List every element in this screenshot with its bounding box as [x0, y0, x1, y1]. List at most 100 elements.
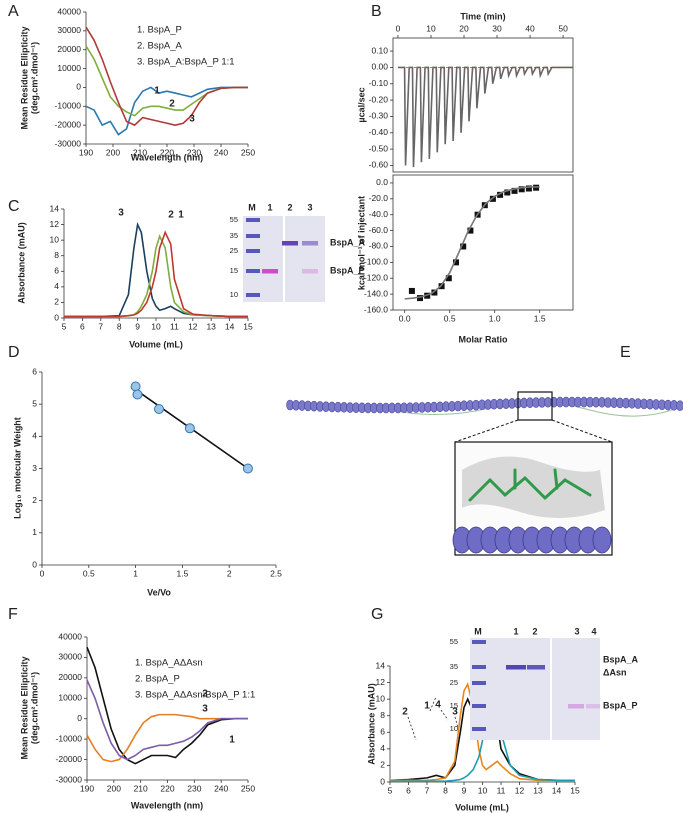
- y-tick-label: 2: [54, 297, 59, 307]
- y-tick-label: -20000: [55, 119, 82, 129]
- x-tick-label: 15: [243, 321, 253, 331]
- stick: [488, 478, 507, 497]
- legend-entry: 2. BspA_P: [135, 674, 180, 685]
- x-tick-label: 230: [187, 783, 201, 793]
- x-tick-label: 230: [187, 147, 201, 157]
- marker: [467, 227, 474, 234]
- legend-entry: 3. BspA_AΔAsn:BspA_P 1:1: [135, 690, 255, 701]
- y-tick-label: 10000: [57, 63, 81, 73]
- panel-letter: C: [8, 198, 20, 215]
- y-tick-label: 30000: [58, 652, 82, 662]
- x-tick-label: 0: [40, 568, 45, 578]
- marker-band: [472, 665, 486, 669]
- y-tick-label: 40000: [58, 631, 82, 641]
- y-tick-label: -40.0: [369, 209, 389, 219]
- y-axis-label: Mean Residue Ellipticity: [19, 656, 29, 759]
- gel-band: [568, 704, 584, 709]
- y-axis-label: (deg.cm².dmol⁻¹): [29, 672, 39, 744]
- gel-image: [285, 216, 325, 302]
- gel-image: [470, 638, 550, 740]
- lane-label: 1: [513, 626, 518, 636]
- gel-image: [243, 216, 283, 302]
- legend-entry: 2. BspA_A: [137, 41, 183, 52]
- y-axis-label: Absorbance (mAU): [16, 222, 26, 304]
- y-tick-label: -10000: [56, 733, 83, 743]
- y-tick-label: 12: [50, 219, 60, 229]
- x-tick-label: 0.5: [83, 568, 95, 578]
- x-tick-label: 8: [443, 785, 448, 795]
- x-tick-label: 200: [107, 783, 121, 793]
- x-tick-label: 220: [160, 783, 174, 793]
- y-tick-label: 6: [54, 266, 59, 276]
- y-tick-label: 6: [32, 366, 37, 376]
- y-tick-label: -140.0: [364, 288, 388, 298]
- y-tick-label: 8: [54, 250, 59, 260]
- lane-label: 3: [307, 202, 312, 212]
- x-tick-label: 0: [396, 23, 401, 33]
- x-tick-label: 210: [133, 147, 147, 157]
- marker-band: [472, 681, 486, 685]
- marker: [408, 287, 415, 294]
- series-line: [85, 86, 248, 136]
- series-line: [64, 234, 248, 318]
- x-tick-label: 10: [478, 785, 488, 795]
- band-label: BspA_P: [603, 700, 638, 710]
- y-tick-label: 12: [376, 677, 386, 687]
- y-tick-label: 0.00: [371, 62, 388, 72]
- legend-entry: 1. BspA_P: [137, 25, 182, 36]
- stick: [468, 478, 492, 502]
- y-tick-label: 30000: [57, 25, 81, 35]
- series-line: [64, 230, 248, 318]
- y-tick-label: -30000: [55, 138, 82, 148]
- x-tick-label: 13: [533, 785, 543, 795]
- marker-label: 55: [450, 637, 458, 646]
- x-tick-label: 220: [160, 147, 174, 157]
- x-tick-label: 5: [62, 321, 67, 331]
- x-tick-label: 190: [80, 783, 94, 793]
- y-tick-label: -20000: [56, 754, 83, 764]
- band-label: BspA_A: [603, 654, 639, 664]
- y-tick-label: 10000: [58, 693, 82, 703]
- zoom-box: [517, 391, 553, 421]
- stick: [543, 478, 567, 500]
- y-tick-label: 5: [32, 398, 37, 408]
- marker-band: [246, 293, 260, 297]
- marker: [497, 191, 504, 198]
- y-axis-label: Log₁₀ molecular Weight: [12, 417, 22, 519]
- annotation: 3: [189, 114, 195, 125]
- zoom-line: [551, 419, 613, 443]
- x-tick-label: 20: [459, 23, 469, 33]
- marker: [511, 187, 518, 194]
- y-tick-label: 0: [32, 559, 37, 569]
- helix-turn: [676, 400, 683, 411]
- panel-letter: D: [8, 344, 20, 361]
- x-tick-label: 210: [134, 783, 148, 793]
- y-tick-label: 1: [32, 527, 37, 537]
- x-tick-label: 6: [406, 785, 411, 795]
- x-tick-label: 1.5: [534, 313, 546, 323]
- y-tick-label: 4: [54, 281, 59, 291]
- series-line: [390, 682, 575, 782]
- panel-letter: A: [8, 3, 19, 20]
- series-line: [85, 26, 248, 127]
- stick: [553, 468, 559, 490]
- y-tick-label: 14: [376, 660, 386, 670]
- x-tick-label: 250: [241, 783, 255, 793]
- y-tick-label: -0.20: [369, 94, 389, 104]
- y-tick-label: -120.0: [364, 272, 388, 282]
- y-tick-label: -80.0: [369, 241, 389, 251]
- panel-letter: B: [371, 3, 382, 20]
- series-line: [86, 713, 248, 763]
- y-tick-label: 14: [50, 203, 60, 213]
- marker-band: [246, 249, 260, 253]
- y-tick-label: 4: [32, 431, 37, 441]
- marker: [445, 275, 452, 282]
- stick: [523, 476, 547, 500]
- gel-image: [552, 638, 600, 740]
- marker-band: [246, 234, 260, 238]
- lane-label: 3: [574, 626, 579, 636]
- pointer: [407, 716, 417, 741]
- marker-label: 15: [230, 266, 238, 275]
- marker: [130, 381, 141, 392]
- marker: [453, 259, 459, 266]
